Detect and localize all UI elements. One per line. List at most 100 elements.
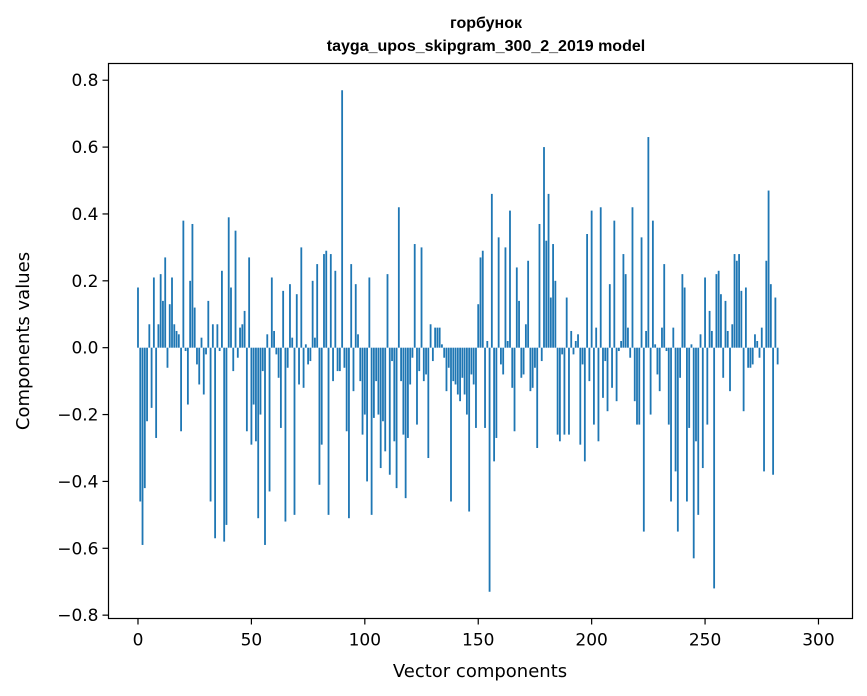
bar [300,247,303,348]
bar [325,250,328,348]
y-tick-label: 0.4 [71,205,98,225]
bar [586,234,589,348]
bar [159,274,162,348]
bar [513,347,516,432]
bar [441,344,443,348]
bar [359,347,362,382]
bar [563,347,566,435]
bar [470,347,473,375]
bar [146,347,148,422]
bar [307,347,310,365]
bar [545,240,548,348]
bar [724,300,727,348]
bar [543,147,545,348]
bar [617,347,620,352]
bar [384,347,387,452]
bar [400,347,403,382]
bar [286,347,289,368]
bar [495,347,498,438]
bar [186,347,189,405]
bar [182,220,185,348]
bar [450,347,452,502]
bar [667,347,670,425]
bar [638,347,641,425]
bar [298,347,300,385]
bar [162,300,164,348]
bar [670,347,672,502]
y-tick-label: −0.2 [57,406,98,426]
bar [234,230,237,348]
bar [606,347,609,412]
bar [302,347,305,388]
bar [760,327,763,348]
bar [459,347,461,402]
bar [452,347,455,382]
bar [738,254,740,348]
bar [173,324,176,348]
bar [416,347,418,425]
bar [438,327,441,348]
bar [168,304,171,348]
bar [338,347,341,372]
bar [735,260,738,348]
bar [332,347,334,382]
bar [506,341,509,348]
bar [604,347,607,362]
bar [468,347,471,512]
bar [395,347,398,489]
bar [177,334,180,348]
bar [345,347,348,432]
bar [767,190,770,348]
bar [368,277,371,348]
bar [336,347,339,372]
bar [357,334,359,348]
bar [225,347,228,525]
bar [608,284,611,348]
bar [184,347,187,352]
bar [350,264,353,348]
bar [314,337,316,348]
bar [293,347,296,515]
bar [663,264,666,348]
bar [375,347,378,382]
bar [527,260,530,348]
bar [742,347,745,412]
bar [431,347,434,362]
bar [747,347,750,368]
y-tick-label: −0.6 [57,539,98,559]
bar [475,347,477,428]
bar [425,347,427,375]
bar [323,254,325,348]
bar [552,244,554,348]
bar [304,344,307,348]
bar [549,297,552,348]
bar [493,347,496,462]
bar [715,274,718,348]
bar [236,347,239,358]
bar [683,287,686,348]
bar [679,347,682,378]
y-tick-label: −0.4 [57,472,98,492]
bar [150,347,153,408]
bar [268,347,271,492]
bar [647,137,650,348]
bar [261,347,264,372]
bar [407,347,409,438]
bar [354,284,357,348]
bar [191,223,194,348]
bar [661,327,663,348]
bar [729,347,731,392]
bar [534,347,536,368]
bar [502,347,505,375]
bar [531,347,534,388]
bar [477,304,480,348]
bar [515,267,518,348]
bar [289,284,291,348]
bar [255,347,257,442]
bar [756,341,759,348]
bar [214,347,217,539]
bar [250,347,253,445]
bar [708,310,711,348]
bar [465,347,468,415]
bar [672,327,675,348]
